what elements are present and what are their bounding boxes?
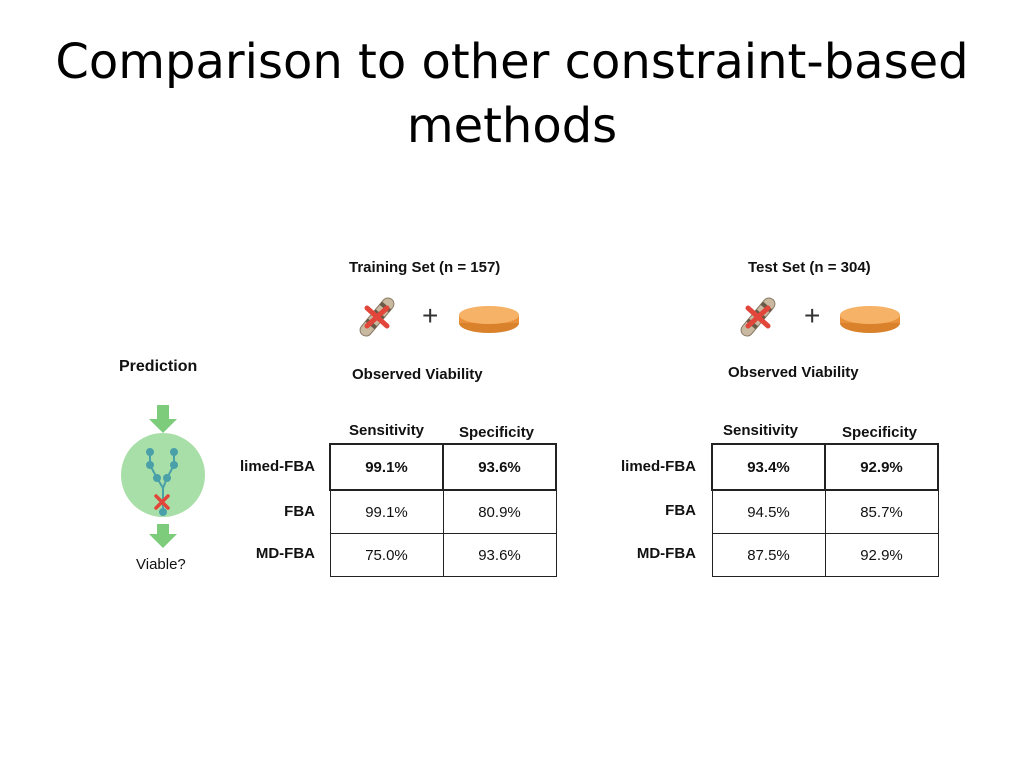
specificity-cell: 93.6% [442, 533, 557, 577]
table-row: 75.0% 93.6% [329, 533, 557, 577]
sensitivity-cell: 75.0% [329, 533, 444, 577]
petri-dish-icon [459, 306, 519, 333]
training-row-label: FBA [284, 503, 315, 520]
specificity-cell: 85.7% [824, 489, 939, 534]
table-row: 99.1% 80.9% [329, 489, 557, 534]
sensitivity-cell: 99.1% [329, 489, 444, 534]
gene-knockout-icon [740, 297, 776, 337]
test-row-label: MD-FBA [636, 545, 696, 562]
metabolic-network-icon [146, 448, 178, 516]
test-header-specificity: Specificity [842, 424, 918, 441]
plus-sign: + [422, 300, 439, 331]
prediction-illustration [121, 405, 205, 548]
training-results-table: 99.1% 93.6% 99.1% 80.9% 75.0% 93.6% [329, 443, 557, 577]
test-observed-label: Observed Viability [728, 364, 859, 381]
viable-question: Viable? [136, 556, 186, 573]
sensitivity-cell: 94.5% [711, 489, 826, 534]
training-row-label: limed-FBA [240, 458, 315, 475]
table-row: 87.5% 92.9% [711, 533, 939, 577]
slide-title: Comparison to other constraint-based met… [55, 34, 969, 154]
petri-dish-icon [840, 306, 900, 333]
test-row-label: limed-FBA [621, 458, 696, 475]
knockout-x-icon [154, 494, 170, 510]
test-header-sensitivity: Sensitivity [723, 422, 799, 439]
test-results-table: 93.4% 92.9% 94.5% 85.7% 87.5% 92.9% [711, 443, 939, 577]
specificity-cell: 92.9% [824, 533, 939, 577]
training-row-label: MD-FBA [255, 545, 315, 562]
plus-sign: + [804, 300, 821, 331]
prediction-label: Prediction [119, 358, 198, 375]
training-observed-label: Observed Viability [352, 366, 483, 383]
training-header-sensitivity: Sensitivity [349, 422, 425, 439]
sensitivity-cell: 87.5% [711, 533, 826, 577]
training-title: Training Set (n = 157) [349, 259, 501, 276]
specificity-cell: 80.9% [442, 489, 557, 534]
arrow-down-top-icon [149, 405, 177, 433]
cell-circle-icon [121, 433, 205, 517]
test-title: Test Set (n = 304) [748, 259, 871, 276]
gene-knockout-icon [359, 297, 395, 337]
test-row-label: FBA [665, 502, 696, 519]
specificity-cell: 93.6% [442, 443, 557, 491]
arrow-down-bottom-icon [149, 524, 177, 548]
table-row: 93.4% 92.9% [711, 443, 939, 491]
training-header-specificity: Specificity [459, 424, 535, 441]
table-row: 94.5% 85.7% [711, 489, 939, 534]
table-row: 99.1% 93.6% [329, 443, 557, 491]
sensitivity-cell: 99.1% [329, 443, 444, 491]
sensitivity-cell: 93.4% [711, 443, 826, 491]
specificity-cell: 92.9% [824, 443, 939, 491]
